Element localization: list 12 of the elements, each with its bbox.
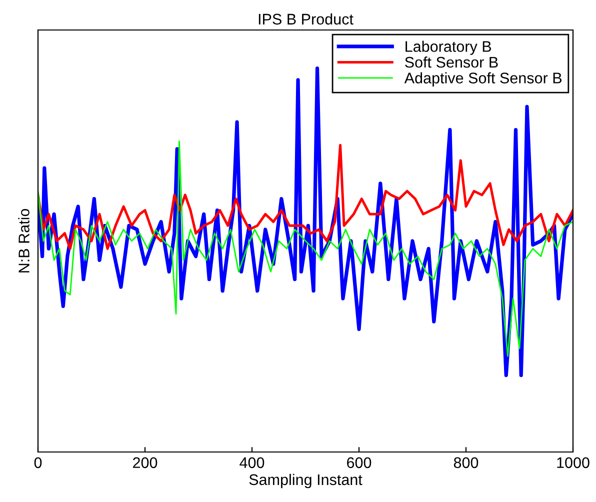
chart-title: IPS B Product: [258, 13, 354, 25]
x-tick-label: 600: [347, 457, 372, 468]
legend-label: Laboratory B: [406, 40, 492, 55]
x-tick-label: 400: [240, 457, 264, 468]
legend-label: Soft Sensor B: [405, 56, 498, 68]
x-tick-label: 1000: [557, 457, 590, 468]
x-axis-title: Sampling Instant: [249, 474, 362, 488]
x-tick-label: 800: [454, 457, 478, 468]
x-tick-label: 0: [34, 457, 42, 468]
legend-label: Adaptive Soft Sensor B: [404, 72, 562, 86]
y-axis-title: N:B Ratio: [18, 208, 30, 272]
x-tick-label: 200: [133, 457, 158, 468]
